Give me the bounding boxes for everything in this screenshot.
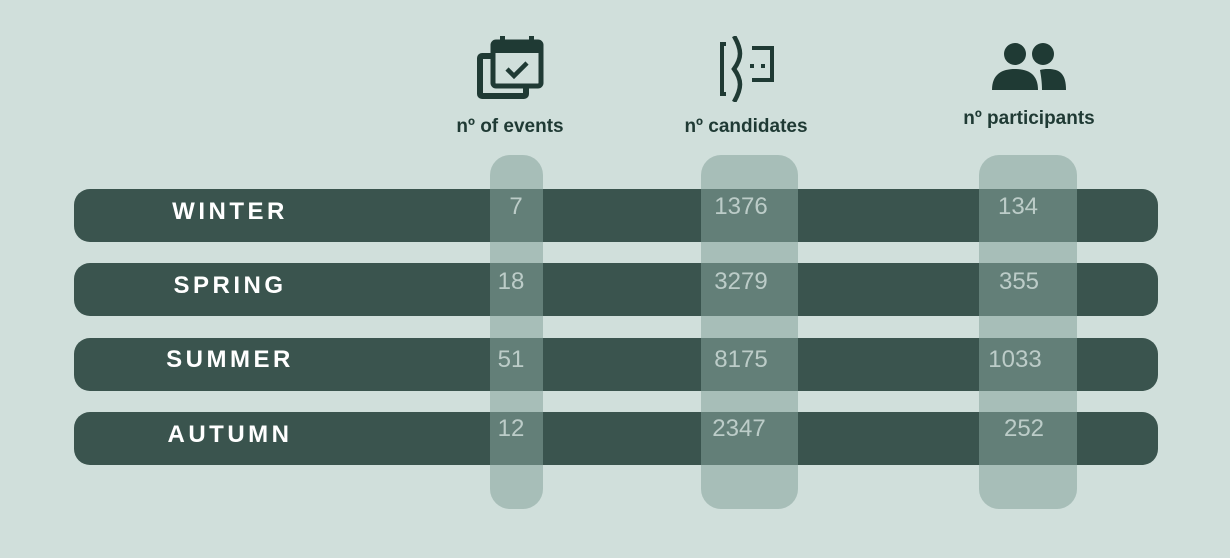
row-bar-winter [74,189,1158,242]
calendar-check-icon [477,36,544,99]
column-label-participants: nº participants [963,108,1095,129]
column-highlight-participants [979,155,1077,509]
column-label-candidates: nº candidates [684,116,808,137]
row-label-summer: SUMMER [166,346,294,373]
people-group-icon [992,43,1066,90]
row-bar-spring [74,263,1158,316]
column-header-candidates: nº candidates [672,36,820,138]
column-header-participants: nº participants [944,40,1114,130]
column-highlight-candidates [701,155,798,509]
row-label-autumn: AUTUMN [167,421,293,448]
row-label-winter: WINTER [172,198,288,225]
column-label-events: nº of events [456,116,564,137]
candidate-face-icon [720,36,774,102]
column-highlight-events [490,155,543,509]
row-bar-autumn [74,412,1158,465]
row-bar-summer [74,338,1158,391]
column-header-events: nº of events [440,36,580,138]
row-label-spring: SPRING [173,272,287,299]
